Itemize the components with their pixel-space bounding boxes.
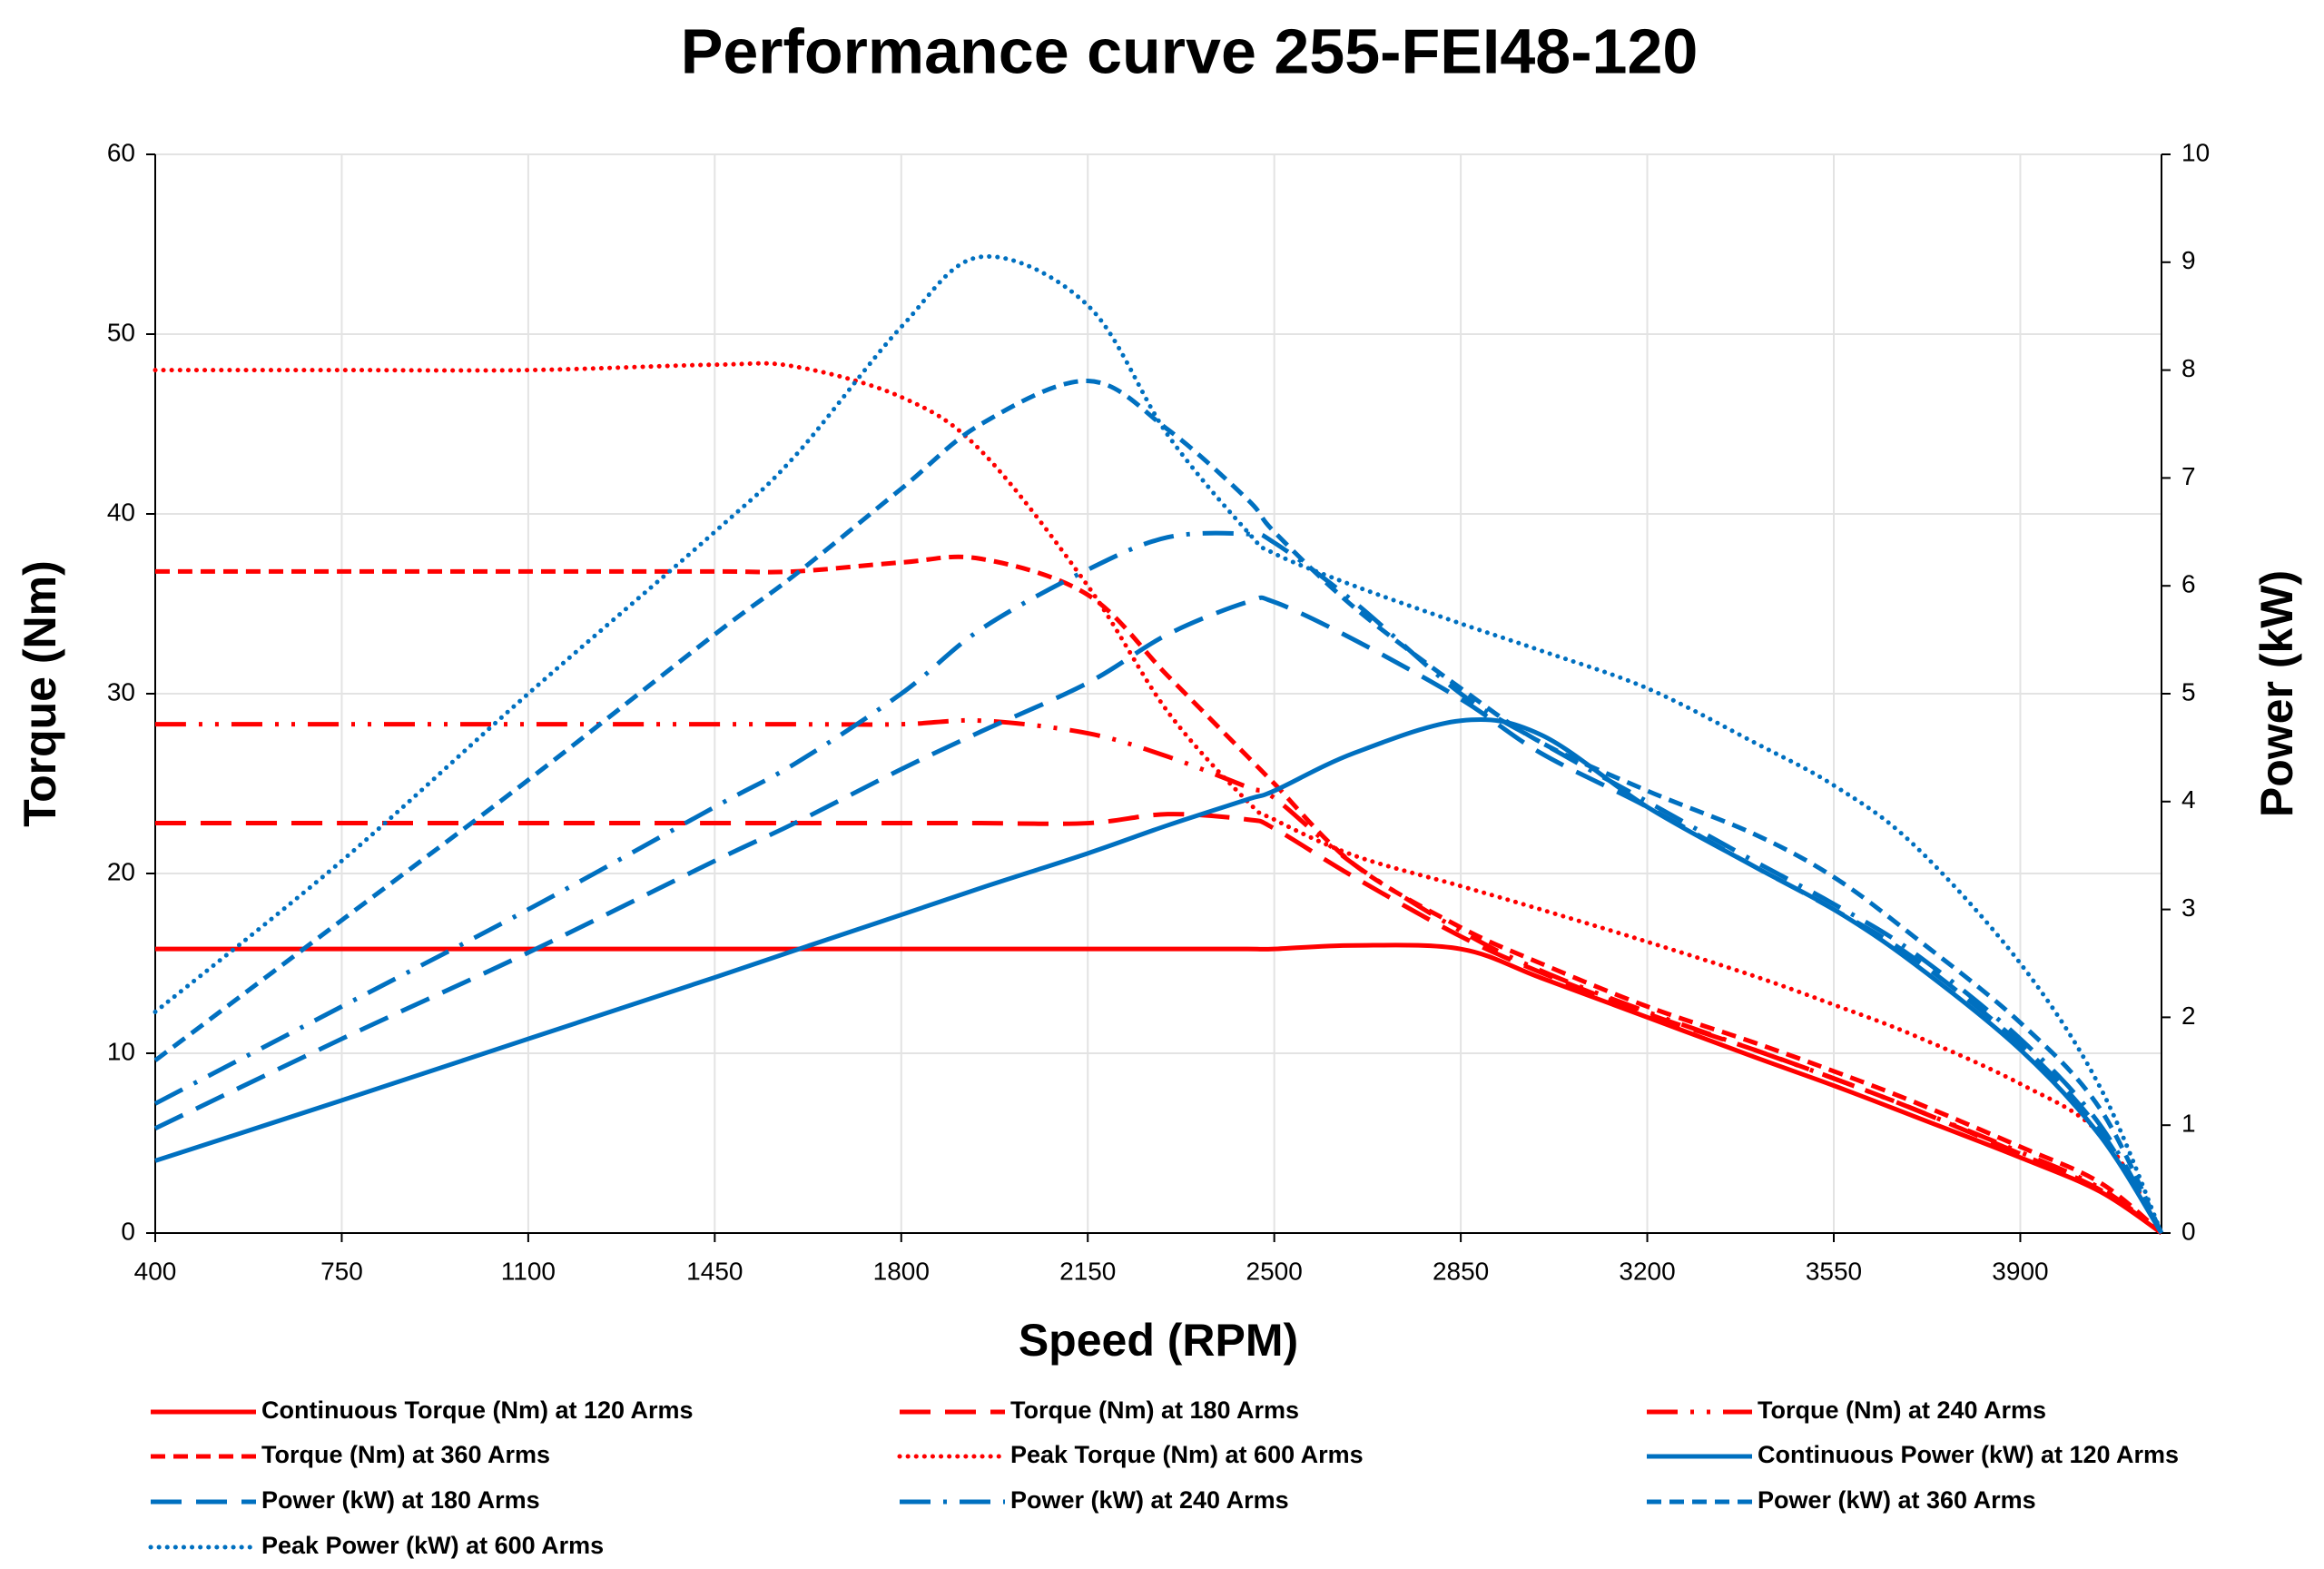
legend-label: Torque (Nm) at 180 Arms [1010,1396,1299,1424]
y-tick-label: 20 [107,857,135,885]
y2-tick-label: 1 [2181,1110,2196,1138]
x-tick-label: 400 [134,1257,177,1285]
y2-tick-label: 10 [2181,138,2210,166]
series-line [155,812,2163,1236]
x-tick-label: 2150 [1059,1257,1116,1285]
series-line [155,717,2163,1236]
y-tick-label: 60 [107,138,135,166]
y-tick-label: 30 [107,677,135,706]
y2-tick-label: 9 [2181,246,2196,274]
x-tick-label: 750 [320,1257,363,1285]
series-line [153,253,2164,1236]
legend-item: Peak Torque (Nm) at 600 Arms [897,1441,1364,1468]
y2-tick-label: 3 [2181,893,2196,922]
y2-tick-label: 0 [2181,1217,2196,1245]
legend-item: Continuous Torque (Nm) at 120 Arms [151,1396,694,1424]
x-tick-label: 1450 [686,1257,743,1285]
y-axis-label: Torque (Nm) [15,560,65,826]
legend-item: Power (kW) at 360 Arms [1647,1486,2036,1514]
legend-item: Continuous Power (kW) at 120 Arms [1647,1441,2179,1468]
legend-item: Power (kW) at 180 Arms [151,1486,540,1514]
y2-tick-label: 4 [2181,785,2196,814]
y-tick-label: 40 [107,498,135,526]
x-tick-label: 2500 [1246,1257,1303,1285]
series-line [155,554,2163,1235]
series-line [153,595,2164,1235]
legend-label: Continuous Power (kW) at 120 Arms [1758,1441,2179,1468]
legend-label: Continuous Torque (Nm) at 120 Arms [261,1396,694,1424]
x-tick-label: 3200 [1619,1257,1675,1285]
legend-label: Torque (Nm) at 360 Arms [261,1441,550,1468]
y-tick-label: 10 [107,1037,135,1065]
x-tick-label: 3550 [1806,1257,1862,1285]
y2-tick-label: 5 [2181,677,2196,706]
legend-item: Peak Power (kW) at 600 Arms [148,1532,604,1559]
y-tick-label: 50 [107,318,135,346]
series-line [153,360,2164,1236]
series-line [153,378,2164,1235]
chart-title: Performance curve 255-FEI48-120 [681,15,1699,86]
legend-label: Power (kW) at 180 Arms [261,1486,540,1514]
y2-tick-label: 7 [2181,462,2196,490]
y2-tick-label: 6 [2181,570,2196,598]
legend-item: Torque (Nm) at 240 Arms [1647,1396,2046,1424]
series-line [155,942,2163,1236]
y-tick-label: 0 [121,1217,135,1245]
y2-axis-label: Power (kW) [2251,570,2302,817]
y2-tick-label: 8 [2181,354,2196,382]
legend-item: Power (kW) at 240 Arms [900,1486,1289,1514]
legend-label: Peak Power (kW) at 600 Arms [261,1532,604,1559]
series-line [154,716,2164,1235]
legend-label: Peak Torque (Nm) at 600 Arms [1010,1441,1364,1468]
legend-item: Torque (Nm) at 360 Arms [151,1441,550,1468]
x-tick-label: 1800 [873,1257,930,1285]
x-tick-label: 1100 [501,1257,556,1285]
legend-label: Torque (Nm) at 240 Arms [1758,1396,2046,1424]
x-axis-label: Speed (RPM) [1019,1315,1298,1366]
series-line [153,530,2164,1235]
x-tick-label: 3900 [1992,1257,2048,1285]
legend-label: Power (kW) at 360 Arms [1758,1486,2036,1514]
legend-item: Torque (Nm) at 180 Arms [900,1396,1299,1424]
y2-tick-label: 2 [2181,1002,2196,1030]
legend-label: Power (kW) at 240 Arms [1010,1486,1289,1514]
x-tick-label: 2850 [1433,1257,1489,1285]
